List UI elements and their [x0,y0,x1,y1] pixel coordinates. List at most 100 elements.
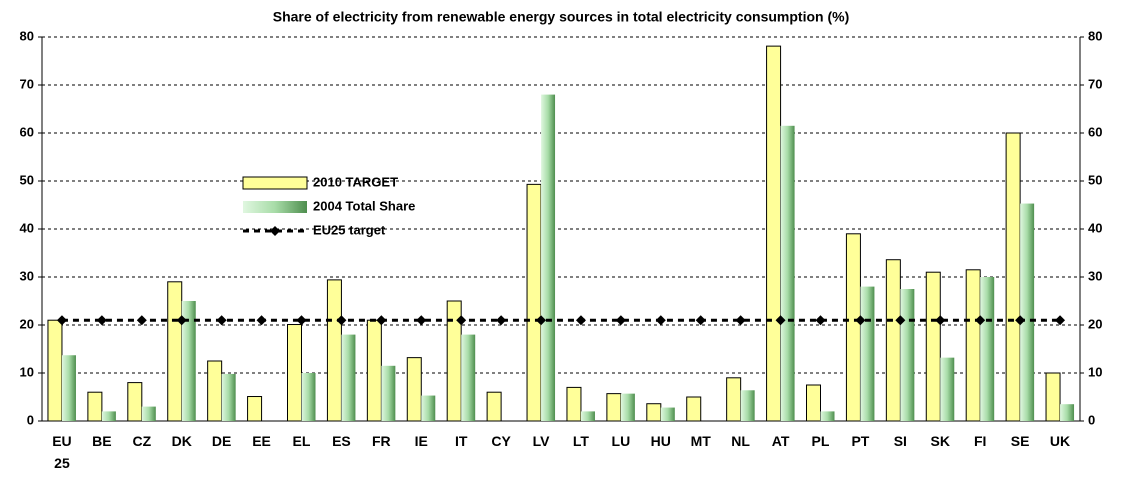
x-tick-label: EE [252,433,271,449]
bar [845,233,861,422]
bar [141,406,156,421]
target-marker [1055,315,1066,326]
x-tick-label: LT [572,433,589,449]
bar [925,271,941,422]
y-tick-label: 10 [20,364,34,379]
target-marker [176,315,187,326]
target-marker [96,315,107,326]
bar [486,391,502,422]
x-tick-label: CY [491,433,511,449]
target-marker [895,315,906,326]
y2-tick-label: 20 [1088,316,1102,331]
legend-swatch-marker [270,226,280,236]
y2-tick-label: 0 [1088,412,1095,427]
bar [541,94,556,421]
bar [526,183,542,422]
y2-tick-label: 60 [1088,124,1102,139]
x-tick-label: ES [332,433,351,449]
x-tick-label: NL [731,433,750,449]
x-tick-label: SE [1010,433,1030,449]
bar [421,395,436,421]
x-tick-label: AT [771,433,790,449]
x-tick-label: FI [973,433,987,449]
bar [301,373,316,421]
target-marker [815,315,826,326]
bar [247,396,263,422]
bar [980,277,995,421]
bar [221,373,236,421]
bar [940,357,955,421]
y2-tick-label: 30 [1088,268,1102,283]
bar [766,45,782,422]
legend-swatch [243,201,307,213]
x-tick-label: DE [211,433,232,449]
bar [740,390,755,421]
x-tick-label: BE [92,433,112,449]
y2-tick-label: 10 [1088,364,1102,379]
bar [167,281,183,422]
target-marker [216,315,227,326]
x-tick-label: SI [893,433,907,449]
y2-tick-label: 70 [1088,76,1102,91]
bar [885,259,901,422]
bar [101,411,116,421]
y-tick-label: 40 [20,220,34,235]
target-marker [775,315,786,326]
target-marker [456,315,467,326]
target-marker [575,315,586,326]
x-tick-label: IE [414,433,428,449]
target-marker [296,315,307,326]
y-tick-label: 20 [20,316,34,331]
bar [87,391,103,422]
x-tick-label: EL [292,433,311,449]
bar [1005,132,1021,422]
bar [780,125,795,422]
y-tick-label: 80 [20,28,34,43]
x-tick-label: HU [650,433,671,449]
target-marker [1015,315,1026,326]
bar [686,396,702,422]
y-tick-label: 50 [20,172,34,187]
y-tick-label: 70 [20,76,34,91]
bar [900,289,915,421]
y2-tick-label: 80 [1088,28,1102,43]
bar [1060,404,1075,421]
x-tick-label: IT [454,433,468,449]
bar [207,360,223,422]
y2-tick-label: 50 [1088,172,1102,187]
y2-tick-label: 40 [1088,220,1102,235]
bar [47,319,63,422]
bar [181,301,196,421]
target-marker [376,315,387,326]
x-tick-label: FR [372,433,391,449]
bar [820,411,835,421]
bar [381,365,396,421]
x-tick-label: PT [851,433,870,449]
legend-label: EU25 target [313,222,386,237]
bar [326,279,342,422]
bar [287,324,302,422]
bar [580,411,595,421]
bar [606,393,622,422]
bar [860,286,875,421]
x-tick-label: DK [171,433,192,449]
bar [127,382,143,422]
x-tick-label: LV [532,433,550,449]
target-marker [655,315,666,326]
legend-swatch [242,176,308,190]
target-marker [416,315,427,326]
bar [965,269,981,422]
x-tick-label: PL [811,433,830,449]
target-marker [496,315,507,326]
bar [620,393,635,421]
bar [566,386,582,422]
target-marker [536,315,547,326]
target-marker [975,315,986,326]
target-marker [935,315,946,326]
y-tick-label: 0 [27,412,34,427]
target-marker [136,315,147,326]
x-tick-label: EU 25 [52,433,72,471]
x-tick-label: LU [611,433,631,449]
